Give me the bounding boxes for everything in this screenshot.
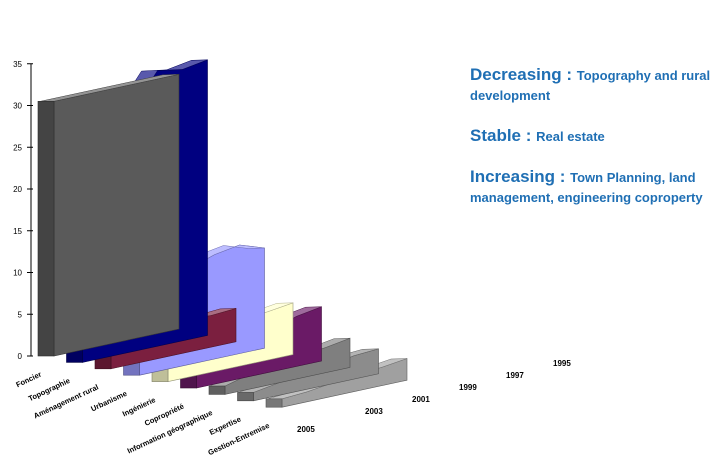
y-tick-label: 35	[13, 60, 22, 69]
annotation-increasing-body: Town Planning, land management, engineer…	[470, 170, 703, 205]
y-tick-label: 30	[13, 102, 22, 111]
y-tick-label: 5	[18, 310, 23, 319]
y-tick-label: 20	[13, 185, 22, 194]
annotation-increasing-head: Increasing :	[470, 167, 571, 186]
annotation-stable-body: Real estate	[536, 129, 605, 144]
annotation-decreasing-head: Decreasing :	[470, 65, 577, 84]
series-side-face	[53, 73, 180, 357]
category-label: Expertise	[208, 414, 242, 436]
series-front-face	[265, 398, 283, 408]
series-top-face	[37, 74, 180, 103]
annotation-stable: Stable : Real estate	[470, 125, 720, 147]
year-label: 1997	[506, 371, 524, 380]
year-label: 2005	[297, 425, 315, 434]
annotation-stable-head: Stable :	[470, 126, 537, 145]
category-label: Foncier	[14, 370, 42, 390]
year-label: 1999	[459, 383, 477, 392]
series-front-face	[37, 101, 55, 357]
year-label: 2001	[412, 395, 430, 404]
series-front-face	[208, 385, 226, 395]
annotation-decreasing-body: Topography and rural development	[470, 68, 711, 103]
year-label: 1995	[553, 359, 571, 368]
series-1	[37, 73, 180, 357]
y-tick-label: 10	[13, 269, 22, 278]
y-tick-label: 15	[13, 227, 22, 236]
y-tick-label: 0	[18, 352, 23, 361]
year-label: 2003	[365, 407, 383, 416]
annotation-decreasing: Decreasing : Topography and rural develo…	[470, 64, 720, 106]
annotation-increasing: Increasing : Town Planning, land managem…	[470, 166, 720, 208]
y-tick-label: 25	[13, 143, 22, 152]
series-front-face	[237, 392, 254, 402]
